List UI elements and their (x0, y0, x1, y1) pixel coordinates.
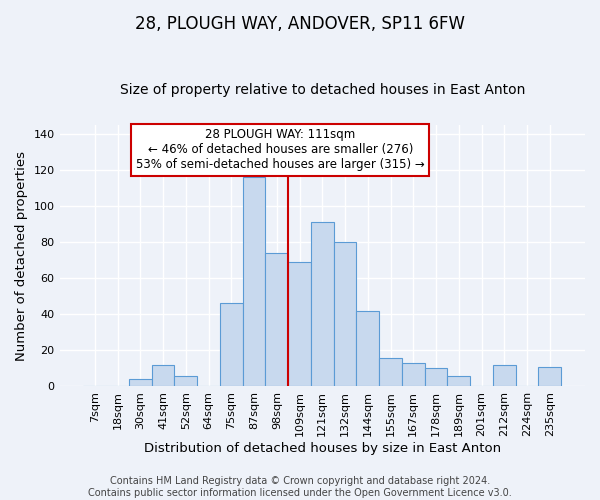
Bar (402, 363, 425, 386)
Bar (356, 310, 379, 386)
Bar (311, 222, 334, 386)
Bar (448, 376, 470, 386)
Title: Size of property relative to detached houses in East Anton: Size of property relative to detached ho… (119, 83, 525, 97)
Text: 28 PLOUGH WAY: 111sqm
← 46% of detached houses are smaller (276)
53% of semi-det: 28 PLOUGH WAY: 111sqm ← 46% of detached … (136, 128, 425, 172)
Bar (288, 262, 311, 386)
X-axis label: Distribution of detached houses by size in East Anton: Distribution of detached houses by size … (144, 442, 501, 455)
Bar (242, 177, 265, 386)
Bar (425, 368, 448, 386)
Bar (379, 358, 402, 386)
Text: Contains HM Land Registry data © Crown copyright and database right 2024.
Contai: Contains HM Land Registry data © Crown c… (88, 476, 512, 498)
Text: 28, PLOUGH WAY, ANDOVER, SP11 6FW: 28, PLOUGH WAY, ANDOVER, SP11 6FW (135, 15, 465, 33)
Bar (265, 253, 288, 386)
Bar (129, 379, 152, 386)
Bar (493, 365, 515, 386)
Bar (152, 365, 175, 386)
Bar (334, 242, 356, 386)
Bar (175, 376, 197, 386)
Y-axis label: Number of detached properties: Number of detached properties (15, 150, 28, 360)
Bar (220, 304, 242, 386)
Bar (538, 366, 561, 386)
